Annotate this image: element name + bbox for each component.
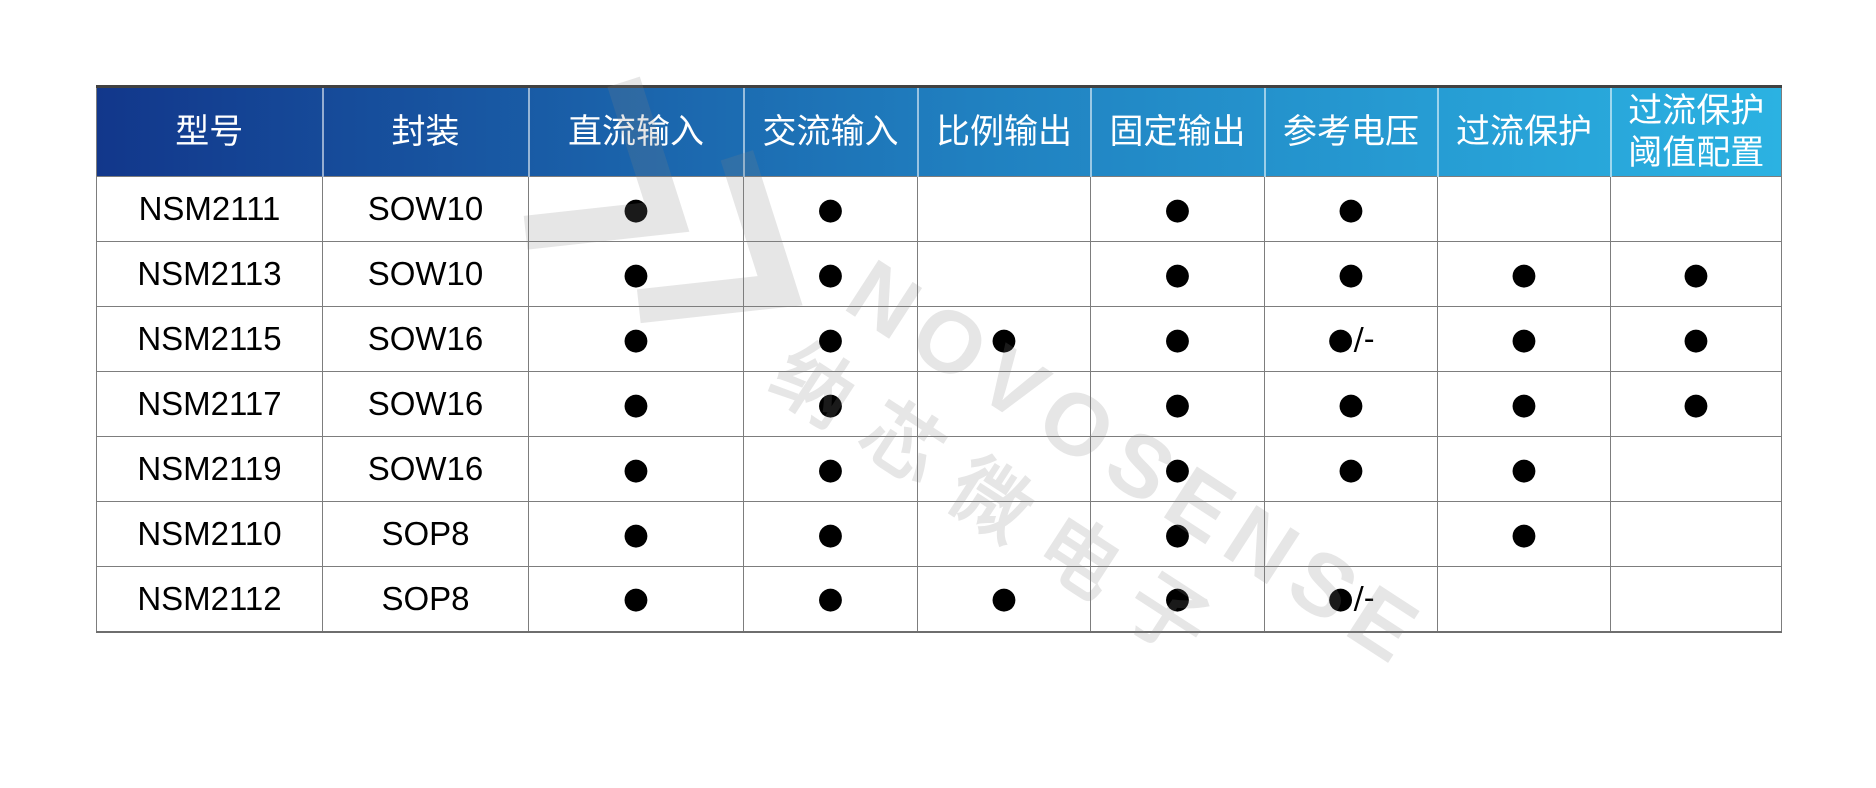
cell-ref-voltage: ● (1264, 371, 1438, 437)
cell-dc-input: ● (528, 306, 744, 372)
cell-dc-input: ● (528, 241, 744, 307)
cell-ratio-output (917, 371, 1091, 437)
cell-ac-input: ● (743, 436, 918, 502)
cell-ac-input: ● (743, 176, 918, 242)
product-selection-table: 型号 封装 直流输入 交流输入 比例输出 固定输出 参考电压 过流保护 过流保护 阈值配置 NSM… (96, 85, 1782, 633)
table-row-NSM2119: NSM2119 SOW16 ● ● ● ● ● (96, 436, 1782, 502)
cell-ratio-output: ● (917, 566, 1091, 632)
cell-model: NSM2113 (96, 241, 323, 307)
cell-fixed-output: ● (1090, 176, 1265, 242)
cell-model: NSM2119 (96, 436, 323, 502)
cell-ratio-output: ● (917, 306, 1091, 372)
cell-dc-input: ● (528, 371, 744, 437)
column-header-ocp-threshold: 过流保护 阈值配置 (1628, 91, 1765, 173)
table-header-row: 型号 封装 直流输入 交流输入 比例输出 固定输出 参考电压 过流保护 过流保护 阈值配置 (96, 86, 1782, 177)
cell-fixed-output: ● (1090, 436, 1265, 502)
product-selection-table-wrap: 型号 封装 直流输入 交流输入 比例输出 固定输出 参考电压 过流保护 过流保护 阈值配置 NSM… (96, 85, 1782, 633)
table-row-NSM2117: NSM2117 SOW16 ● ● ● ● ● ● (96, 371, 1782, 437)
cell-model: NSM2115 (96, 306, 323, 372)
column-header-ref-voltage: 参考电压 (1264, 86, 1439, 177)
cell-ref-voltage: ●/- (1264, 566, 1438, 632)
table-row-NSM2115: NSM2115 SOW16 ● ● ● ● ●/- ● ● (96, 306, 1782, 372)
cell-ocp: ● (1437, 501, 1611, 567)
cell-ocp-threshold (1610, 436, 1782, 502)
cell-ocp (1437, 176, 1611, 242)
cell-ref-voltage: ●/- (1264, 306, 1438, 372)
cell-dc-input: ● (528, 436, 744, 502)
cell-dc-input: ● (528, 501, 744, 567)
cell-ref-voltage: ● (1264, 176, 1438, 242)
cell-dc-input: ● (528, 176, 744, 242)
cell-fixed-output: ● (1090, 501, 1265, 567)
cell-ocp-threshold: ● (1610, 371, 1782, 437)
cell-ref-voltage: ● (1264, 436, 1438, 502)
table-header: 型号 封装 直流输入 交流输入 比例输出 固定输出 参考电压 过流保护 过流保护 阈值配置 (96, 86, 1782, 177)
cell-model: NSM2110 (96, 501, 323, 567)
cell-dc-input: ● (528, 566, 744, 632)
column-header-ac-input: 交流输入 (743, 86, 919, 177)
cell-model: NSM2111 (96, 176, 323, 242)
cell-ac-input: ● (743, 566, 918, 632)
cell-model: NSM2112 (96, 566, 323, 632)
cell-fixed-output: ● (1090, 306, 1265, 372)
column-header-dc-input: 直流输入 (528, 86, 745, 177)
cell-ac-input: ● (743, 371, 918, 437)
cell-package: SOW16 (322, 436, 529, 502)
cell-ac-input: ● (743, 501, 918, 567)
cell-ocp: ● (1437, 306, 1611, 372)
column-header-ratio-output: 比例输出 (917, 86, 1092, 177)
cell-ocp-threshold (1610, 176, 1782, 242)
table-row-NSM2113: NSM2113 SOW10 ● ● ● ● ● ● (96, 241, 1782, 307)
cell-package: SOP8 (322, 566, 529, 632)
table-body: NSM2111 SOW10 ● ● ● ● NSM2113 SOW10 ● ● ● ● ● ● NSM211… (96, 176, 1782, 632)
column-header-model: 型号 (96, 86, 324, 177)
column-header-package: 封装 (322, 86, 530, 177)
cell-package: SOW16 (322, 306, 529, 372)
cell-fixed-output: ● (1090, 566, 1265, 632)
column-header-ocp: 过流保护 (1437, 86, 1612, 177)
cell-ac-input: ● (743, 306, 918, 372)
cell-ocp-threshold: ● (1610, 241, 1782, 307)
cell-ocp: ● (1437, 371, 1611, 437)
column-header-fixed-output: 固定输出 (1090, 86, 1266, 177)
cell-ref-voltage: ● (1264, 241, 1438, 307)
cell-package: SOW16 (322, 371, 529, 437)
cell-ac-input: ● (743, 241, 918, 307)
cell-fixed-output: ● (1090, 241, 1265, 307)
cell-ocp-threshold (1610, 566, 1782, 632)
cell-ratio-output (917, 501, 1091, 567)
cell-package: SOW10 (322, 241, 529, 307)
cell-package: SOW10 (322, 176, 529, 242)
cell-model: NSM2117 (96, 371, 323, 437)
cell-ocp-threshold (1610, 501, 1782, 567)
cell-ocp: ● (1437, 436, 1611, 502)
cell-ratio-output (917, 241, 1091, 307)
cell-ocp-threshold: ● (1610, 306, 1782, 372)
cell-ocp (1437, 566, 1611, 632)
cell-fixed-output: ● (1090, 371, 1265, 437)
table-row-NSM2110: NSM2110 SOP8 ● ● ● ● (96, 501, 1782, 567)
table-row-NSM2112: NSM2112 SOP8 ● ● ● ● ●/- (96, 566, 1782, 632)
cell-ratio-output (917, 436, 1091, 502)
table-row-NSM2111: NSM2111 SOW10 ● ● ● ● (96, 176, 1782, 242)
cell-ocp: ● (1437, 241, 1611, 307)
cell-ratio-output (917, 176, 1091, 242)
cell-ref-voltage (1264, 501, 1438, 567)
cell-package: SOP8 (322, 501, 529, 567)
